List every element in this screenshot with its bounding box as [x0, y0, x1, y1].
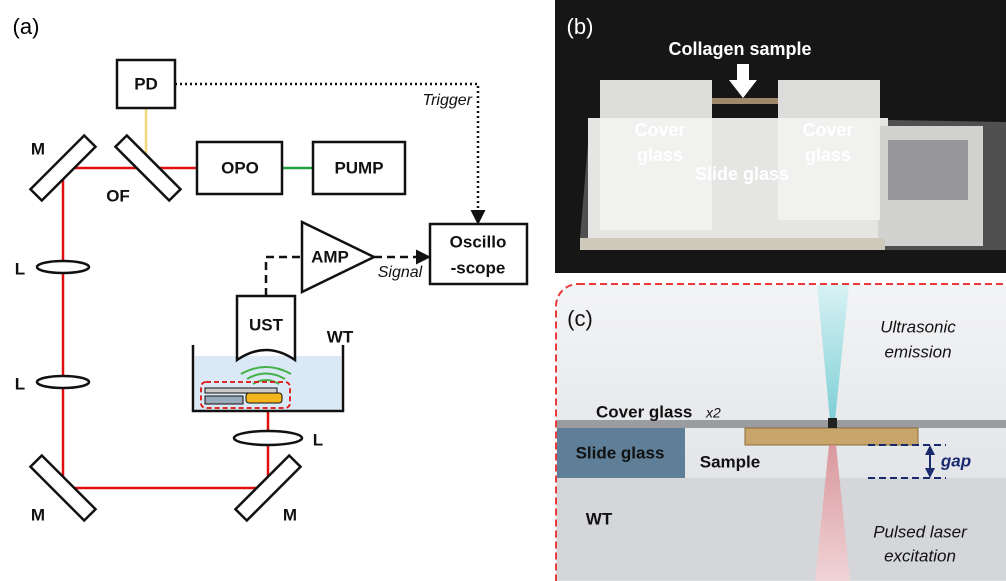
- slide-label: Slide glass: [576, 443, 665, 462]
- ust-label: UST: [249, 315, 284, 334]
- cover-glass: [205, 388, 277, 393]
- lens-label: L: [15, 374, 25, 393]
- panel-label: (a): [13, 14, 40, 39]
- laser-label: excitation: [884, 546, 956, 565]
- gap-label: gap: [940, 451, 971, 470]
- cover-label: Cover: [802, 120, 853, 140]
- cover-label: Cover glass: [596, 402, 692, 421]
- panel-c: (c) Ultrasonic emission Cover glass x2 S…: [556, 284, 1006, 581]
- mirror-label: M: [283, 505, 297, 524]
- cover-count: x2: [705, 405, 721, 421]
- lens-label: L: [313, 430, 323, 449]
- lens-label: L: [15, 259, 25, 278]
- panel-a: (a) PD OPO PUMP Oscillo -scope AMP Trigg…: [13, 14, 527, 525]
- lens: [37, 376, 89, 388]
- oscilloscope-label: -scope: [451, 258, 506, 277]
- slide-edge: [580, 238, 885, 250]
- figure: (a) PD OPO PUMP Oscillo -scope AMP Trigg…: [0, 0, 1006, 581]
- arrow-label: Collagen sample: [668, 39, 811, 59]
- ultrasonic-label: Ultrasonic: [880, 317, 956, 336]
- collagen-sample: [712, 98, 778, 104]
- pump-label: PUMP: [334, 158, 383, 177]
- mirror-label: M: [31, 139, 45, 158]
- sample: [246, 393, 282, 403]
- cover-label: Cover: [634, 120, 685, 140]
- signal-label: Signal: [378, 264, 423, 281]
- lens: [234, 431, 302, 445]
- slide-label: Slide glass: [695, 164, 789, 184]
- trigger-label: Trigger: [423, 92, 473, 109]
- mirror-label: M: [31, 505, 45, 524]
- panel-b: (b) Collagen sample Cover glass Cover gl…: [555, 0, 1006, 273]
- slide-label-print: [888, 140, 968, 200]
- laser-label: Pulsed laser: [873, 522, 968, 541]
- wt-label: WT: [586, 509, 613, 528]
- pd-label: PD: [134, 74, 158, 93]
- sample: [745, 428, 918, 445]
- wt-label: WT: [327, 327, 354, 346]
- panel-label: (c): [567, 306, 593, 331]
- signal-line: [266, 257, 302, 296]
- opo-label: OPO: [221, 158, 259, 177]
- sample-label: Sample: [700, 452, 760, 471]
- ultrasonic-label: emission: [884, 342, 951, 361]
- lens: [37, 261, 89, 273]
- cover-label: glass: [637, 145, 683, 165]
- oscilloscope-label: Oscillo: [450, 232, 507, 251]
- of-label: OF: [106, 186, 130, 205]
- amp-label: AMP: [311, 247, 349, 266]
- slide-glass: [205, 396, 243, 404]
- focus: [828, 418, 837, 428]
- cover-label: glass: [805, 145, 851, 165]
- panel-label: (b): [567, 14, 594, 39]
